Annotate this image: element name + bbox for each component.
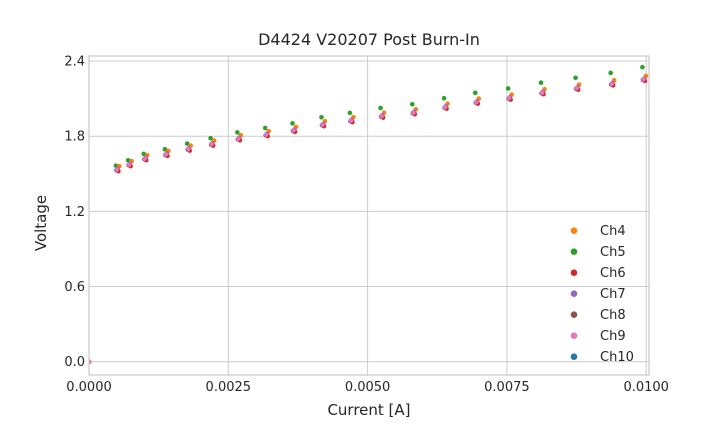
data-point-ch5 xyxy=(184,141,190,146)
x-tick-label: 0.0025 xyxy=(206,380,252,395)
data-point-ch9 xyxy=(114,167,120,172)
data-point-ch9 xyxy=(574,85,579,91)
data-point-ch5 xyxy=(538,80,544,85)
legend-marker-ch6 xyxy=(570,269,578,277)
legend: Ch4 Ch5 Ch6 Ch7 Ch8 Ch9 Ch10 xyxy=(570,224,634,365)
x-tick-label: 0.0100 xyxy=(623,380,669,395)
data-point-ch5 xyxy=(409,101,415,107)
data-point-ch9 xyxy=(539,90,545,96)
legend-marker-ch9 xyxy=(570,332,578,340)
x-tick-labels: 0.0000 0.0025 0.0050 0.0075 0.0100 xyxy=(66,380,669,395)
y-tick-label: 0.6 xyxy=(64,280,85,295)
legend-item-ch10: Ch10 xyxy=(570,350,634,365)
legend-marker-ch8 xyxy=(570,311,578,319)
legend-item-ch8: Ch8 xyxy=(570,308,626,323)
data-point-ch5 xyxy=(640,64,645,70)
legend-item-ch6: Ch6 xyxy=(570,266,626,281)
y-axis-label: Voltage xyxy=(32,195,50,251)
data-point-ch9 xyxy=(442,104,448,110)
y-tick-label: 1.2 xyxy=(64,205,85,220)
legend-label: Ch4 xyxy=(600,224,626,239)
data-point-ch9 xyxy=(609,81,614,87)
y-tick-label: 1.8 xyxy=(64,130,85,145)
data-point-ch5 xyxy=(235,130,240,135)
legend-label: Ch5 xyxy=(600,245,626,260)
data-point-ch9 xyxy=(291,128,296,133)
legend-label: Ch8 xyxy=(600,308,626,323)
legend-label: Ch7 xyxy=(600,287,626,302)
legend-item-ch7: Ch7 xyxy=(570,287,626,302)
data-point-ch9 xyxy=(379,113,384,119)
legend-item-ch4: Ch4 xyxy=(570,224,626,239)
legend-item-ch5: Ch5 xyxy=(570,245,626,260)
data-point-ch9 xyxy=(348,118,354,123)
legend-marker-ch5 xyxy=(570,248,578,255)
data-point-ch5 xyxy=(347,110,353,116)
data-point-ch9 xyxy=(641,77,646,82)
data-point-ch9 xyxy=(142,156,148,161)
data-point-ch5 xyxy=(290,121,295,126)
plot-background xyxy=(89,56,649,375)
data-point-ch9 xyxy=(126,162,132,167)
legend-label: Ch6 xyxy=(600,266,626,281)
data-point-ch9 xyxy=(163,152,169,157)
data-point-ch9 xyxy=(473,99,479,105)
legend-label: Ch9 xyxy=(600,329,626,344)
data-point-ch5 xyxy=(573,75,578,81)
x-tick-label: 0.0050 xyxy=(345,380,391,395)
y-tick-label: 2.4 xyxy=(64,55,85,70)
x-tick-label: 0.0000 xyxy=(66,380,112,395)
data-point-ch5 xyxy=(441,95,447,101)
data-point-ch5 xyxy=(141,151,147,157)
legend-item-ch9: Ch9 xyxy=(570,329,626,344)
data-point-ch9 xyxy=(263,132,269,137)
data-point-ch5 xyxy=(378,105,383,111)
data-point-ch5 xyxy=(262,125,268,131)
data-point-ch5 xyxy=(472,90,478,96)
legend-marker-ch4 xyxy=(570,227,578,234)
grid xyxy=(88,56,649,375)
x-tick-label: 0.0075 xyxy=(484,380,530,395)
data-point-ch5 xyxy=(505,86,511,91)
data-point-ch9 xyxy=(410,110,416,116)
data-point-ch9 xyxy=(506,95,512,101)
data-point-ch9 xyxy=(185,146,191,152)
y-tick-labels: 0.0 0.6 1.2 1.8 2.4 xyxy=(64,55,85,371)
plot-border xyxy=(88,55,650,376)
data-point-ch5 xyxy=(162,146,168,152)
legend-marker-ch7 xyxy=(570,290,578,298)
data-point-ch9 xyxy=(209,141,214,147)
data-point-ch5 xyxy=(125,157,131,163)
legend-label: Ch10 xyxy=(600,350,634,365)
y-tick-label: 0.0 xyxy=(64,355,85,370)
data-point-ch5 xyxy=(319,114,324,120)
legend-marker-ch10 xyxy=(570,353,578,361)
scatter-points xyxy=(89,64,649,365)
data-point-ch5 xyxy=(208,135,213,141)
x-axis-label: Current [A] xyxy=(327,401,410,419)
chart-title: D4424 V20207 Post Burn-In xyxy=(258,30,480,49)
data-point-ch9 xyxy=(320,122,325,127)
data-point-ch9 xyxy=(236,136,241,141)
data-point-ch5 xyxy=(608,70,613,76)
